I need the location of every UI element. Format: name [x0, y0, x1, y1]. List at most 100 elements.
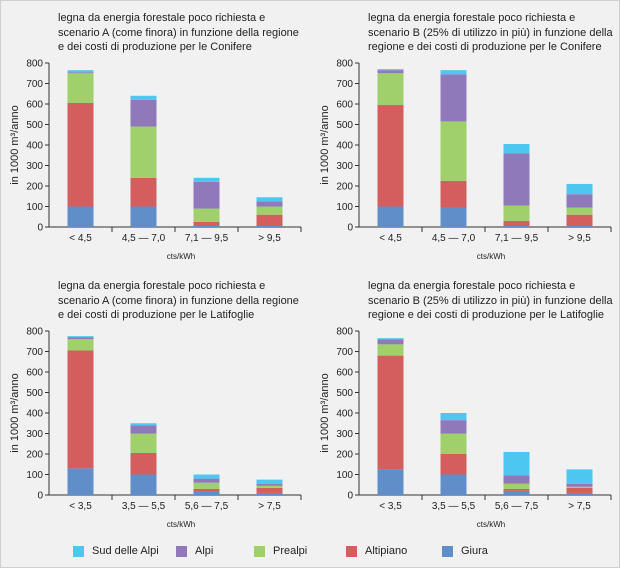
- x-tick-label: 7,1 — 9,5: [185, 233, 229, 244]
- bar-segment-giura: [130, 206, 157, 227]
- y-axis-label: in 1000 m³/anno: [319, 373, 331, 453]
- y-tick-label: 200: [26, 182, 43, 193]
- bar-segment-altipiano: [503, 488, 530, 491]
- x-axis-label: cts/kWh: [477, 520, 505, 529]
- bar-segment-prealpi: [193, 482, 220, 489]
- y-tick-label: 100: [26, 202, 43, 213]
- y-tick-label: 700: [26, 347, 43, 358]
- bar-segment-sud-delle-alpi: [377, 69, 404, 71]
- y-tick-label: 800: [336, 59, 353, 70]
- bar-segment-altipiano: [503, 220, 530, 226]
- x-tick-label: < 3,5: [69, 501, 92, 512]
- y-tick-label: 700: [336, 347, 353, 358]
- bar-segment-prealpi: [566, 207, 593, 215]
- y-tick-label: 0: [37, 223, 43, 234]
- chart-title: legna da energia forestale poco richiest…: [58, 12, 299, 54]
- y-tick-label: 200: [336, 182, 353, 193]
- legend-label: Alpi: [195, 545, 214, 557]
- bar-segment-sud-delle-alpi: [566, 183, 593, 195]
- legend-swatch: [442, 546, 453, 557]
- y-tick-label: 100: [336, 202, 353, 213]
- bar-segment-sud-delle-alpi: [503, 143, 530, 154]
- y-tick-label: 300: [336, 429, 353, 440]
- x-tick-label: 7,1 — 9,5: [495, 233, 539, 244]
- bar-segment-sud-delle-alpi: [377, 338, 404, 340]
- y-tick-label: 600: [26, 368, 43, 379]
- y-tick-label: 700: [336, 79, 353, 90]
- y-axis-label: in 1000 m³/anno: [9, 105, 21, 185]
- y-tick-label: 600: [336, 368, 353, 379]
- bar-segment-sud-delle-alpi: [256, 197, 283, 202]
- legend-swatch: [176, 546, 187, 557]
- legend-label: Prealpi: [273, 545, 308, 557]
- bar-segment-prealpi: [503, 205, 530, 221]
- bar-segment-alpi: [256, 201, 283, 207]
- x-tick-label: 5,6 — 7,5: [495, 501, 539, 512]
- bar-segment-sud-delle-alpi: [440, 70, 467, 75]
- y-tick-label: 800: [336, 327, 353, 338]
- legend-swatch: [346, 546, 357, 557]
- y-axis-label: in 1000 m³/anno: [9, 373, 21, 453]
- x-tick-label: < 4,5: [69, 233, 92, 244]
- bar-segment-prealpi: [256, 485, 283, 488]
- bar-segment-prealpi: [440, 433, 467, 454]
- bar-segment-alpi: [440, 420, 467, 434]
- bar-segment-sud-delle-alpi: [566, 469, 593, 484]
- bar-segment-sud-delle-alpi: [130, 95, 157, 100]
- bar-segment-prealpi: [503, 483, 530, 489]
- y-tick-label: 800: [26, 59, 43, 70]
- bar-segment-altipiano: [67, 350, 94, 469]
- bar-segment-altipiano: [193, 488, 220, 492]
- legend-label: Altipiano: [365, 545, 408, 557]
- bar-segment-giura: [377, 206, 404, 227]
- x-tick-label: < 3,5: [379, 501, 402, 512]
- y-tick-label: 600: [336, 100, 353, 111]
- y-tick-label: 800: [26, 327, 43, 338]
- bar-segment-giura: [440, 207, 467, 227]
- x-tick-label: > 7,5: [258, 501, 281, 512]
- y-tick-label: 600: [26, 100, 43, 111]
- y-tick-label: 400: [336, 141, 353, 152]
- bar-segment-alpi: [503, 475, 530, 484]
- chart-svg: 0 100 200 300 400 500 600 700 800 in 1000 m³/anno…: [9, 59, 302, 261]
- bar-segment-prealpi: [67, 339, 94, 351]
- x-tick-label: < 4,5: [379, 233, 402, 244]
- bar-segment-prealpi: [566, 486, 593, 488]
- chart-panel-conifere-a: legna da energia forestale poco richiest…: [1, 1, 302, 271]
- legend-label: Giura: [461, 545, 488, 557]
- bar-segment-alpi: [193, 181, 220, 209]
- bar-segment-alpi: [503, 153, 530, 206]
- bar-segment-giura: [377, 469, 404, 495]
- x-axis-label: cts/kWh: [477, 252, 505, 261]
- bar-segment-sud-delle-alpi: [440, 413, 467, 421]
- y-tick-label: 0: [347, 491, 353, 502]
- bar-segment-prealpi: [377, 344, 404, 356]
- x-tick-label: 4,5 — 7,0: [432, 233, 476, 244]
- bar-segment-alpi: [67, 337, 94, 340]
- bar-segment-altipiano: [130, 452, 157, 475]
- chart-title: legna da energia forestale poco richiest…: [368, 280, 613, 322]
- y-tick-label: 300: [26, 429, 43, 440]
- legend: Sud delle Alpi Alpi Prealpi Altipiano Giura: [1, 539, 620, 565]
- chart-title: legna da energia forestale poco richiest…: [58, 280, 299, 322]
- bar-segment-alpi: [67, 72, 94, 74]
- y-tick-label: 300: [336, 161, 353, 172]
- bar-segment-sud-delle-alpi: [503, 451, 530, 476]
- bar-segment-giura: [256, 492, 283, 495]
- y-tick-label: 700: [26, 79, 43, 90]
- bar-segment-alpi: [440, 74, 467, 122]
- x-tick-label: 3,5 — 5,5: [432, 501, 476, 512]
- bar-segment-sud-delle-alpi: [67, 70, 94, 73]
- bar-segment-alpi: [193, 478, 220, 483]
- y-tick-label: 400: [336, 409, 353, 420]
- x-tick-label: 3,5 — 5,5: [122, 501, 166, 512]
- x-tick-label: > 9,5: [568, 233, 591, 244]
- y-tick-label: 500: [336, 120, 353, 131]
- bar-segment-prealpi: [130, 433, 157, 453]
- bar-segment-giura: [566, 492, 593, 495]
- y-tick-label: 300: [26, 161, 43, 172]
- x-axis-label: cts/kWh: [167, 252, 195, 261]
- bar-segment-altipiano: [440, 454, 467, 475]
- bar-segment-altipiano: [67, 102, 94, 207]
